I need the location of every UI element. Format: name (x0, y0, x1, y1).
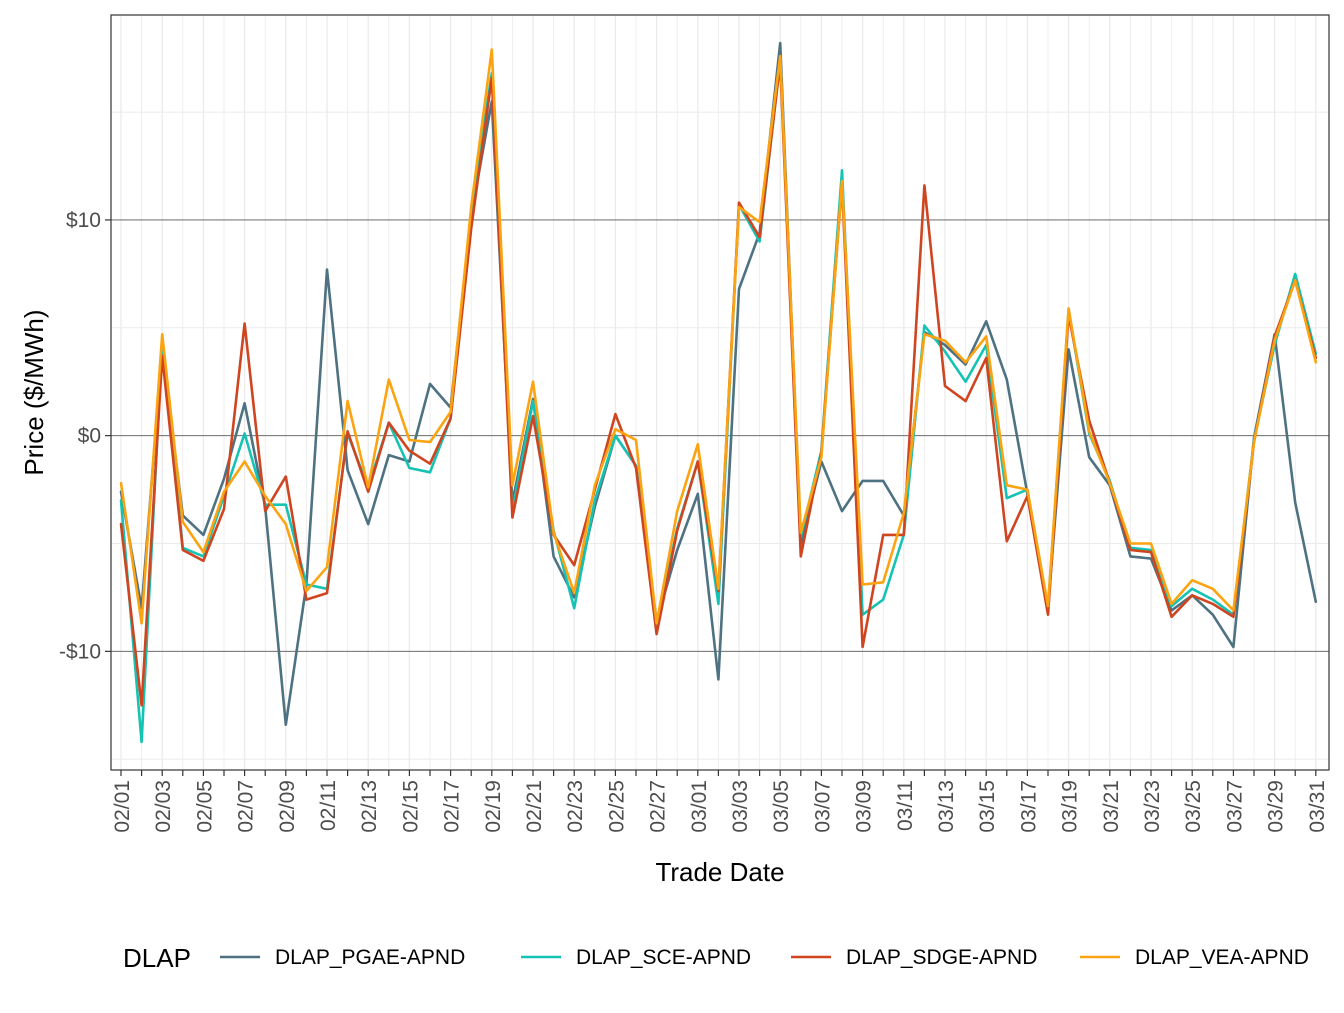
x-tick-label: 03/01 (688, 780, 711, 833)
x-tick-label: 03/27 (1223, 780, 1246, 833)
x-tick-label: 02/05 (193, 780, 216, 833)
x-tick-label: 03/29 (1265, 780, 1288, 833)
x-tick-label: 02/15 (399, 780, 422, 833)
x-tick-label: 03/03 (729, 780, 752, 833)
x-tick-label: 02/11 (317, 780, 340, 831)
y-tick-label: $0 (78, 425, 101, 448)
x-tick-label: 03/07 (811, 780, 834, 833)
x-tick-label: 02/21 (523, 780, 546, 833)
x-tick-label: 03/11 (894, 780, 917, 831)
x-tick-label: 03/31 (1306, 780, 1329, 833)
y-tick-label: -$10 (59, 640, 101, 663)
y-tick-label: $10 (66, 209, 101, 232)
x-tick-label: 02/19 (482, 780, 505, 833)
x-tick-label: 02/09 (276, 780, 299, 833)
legend-title: DLAP (123, 943, 191, 973)
x-tick-label: 03/13 (935, 780, 958, 833)
y-axis-title: Price ($/MWh) (19, 309, 49, 475)
x-tick-label: 02/17 (441, 780, 464, 833)
x-tick-label: 03/17 (1017, 780, 1040, 833)
series-line-4 (119, 48, 1318, 625)
legend-label-4: DLAP_VEA-APND (1135, 946, 1309, 969)
x-tick-label: 02/13 (358, 780, 381, 833)
x-tick-label: 02/23 (564, 780, 587, 833)
x-tick-label: 02/27 (647, 780, 670, 833)
legend-label-3: DLAP_SDGE-APND (846, 946, 1037, 969)
x-tick-label: 03/15 (976, 780, 999, 833)
x-axis-title: Trade Date (655, 857, 784, 887)
x-tick-label: 02/07 (235, 780, 258, 833)
x-tick-label: 03/09 (853, 780, 876, 833)
plot-border (110, 14, 1330, 771)
x-tick-label: 03/19 (1059, 780, 1082, 833)
legend-label-1: DLAP_PGAE-APND (275, 946, 465, 969)
legend-label-2: DLAP_SCE-APND (576, 946, 751, 969)
x-tick-label: 02/25 (605, 780, 628, 833)
x-tick-label: 03/23 (1141, 780, 1164, 833)
x-tick-label: 02/03 (152, 780, 175, 833)
x-tick-label: 03/21 (1100, 780, 1123, 833)
x-tick-label: 02/01 (111, 780, 134, 833)
x-tick-label: 03/25 (1182, 780, 1205, 833)
x-tick-label: 03/05 (770, 780, 793, 833)
